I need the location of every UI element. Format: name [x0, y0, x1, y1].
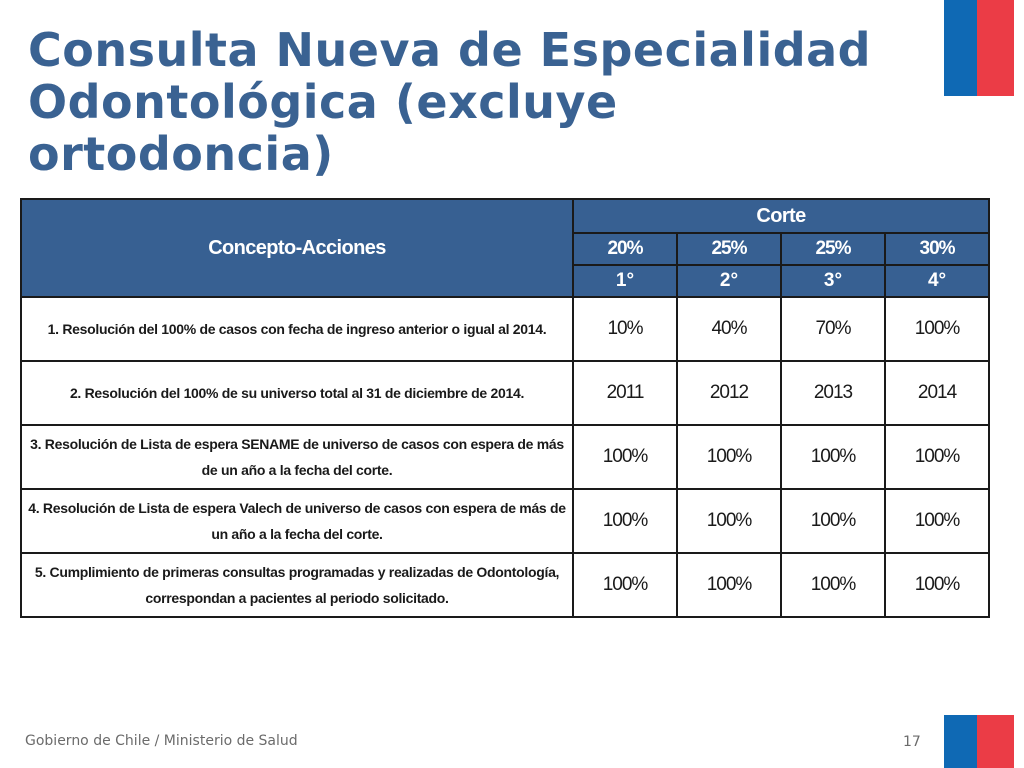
slide-title-line-1: Consulta Nueva de Especialidad: [28, 23, 872, 77]
percent-header: 20%: [572, 232, 678, 266]
cut-number-header: 3°: [780, 264, 886, 298]
flag-red-stripe: [977, 0, 1014, 96]
cut-number-header: 4°: [883, 264, 991, 298]
table-row: 5. Cumplimiento de primeras consultas pr…: [20, 552, 991, 618]
row-value: 2014: [883, 360, 991, 426]
cut-number-header: 2°: [676, 264, 782, 298]
slide-title: Consulta Nueva de Especialidad Odontológ…: [28, 24, 918, 180]
row-value: 100%: [780, 488, 886, 554]
row-value: 100%: [676, 552, 782, 618]
percent-header: 25%: [780, 232, 886, 266]
cut-number-header: 1°: [572, 264, 678, 298]
row-value: 100%: [572, 552, 678, 618]
row-value: 2011: [572, 360, 678, 426]
row-label: 5. Cumplimiento de primeras consultas pr…: [20, 552, 574, 618]
flag-blue-stripe: [944, 0, 977, 96]
flag-decoration-top: [944, 0, 1014, 96]
row-value: 100%: [883, 488, 991, 554]
corte-header: Corte: [571, 198, 991, 234]
row-label: 2. Resolución del 100% de su universo to…: [20, 360, 574, 426]
row-label: 3. Resolución de Lista de espera SENAME …: [20, 424, 574, 490]
row-value: 100%: [676, 424, 782, 490]
row-value: 100%: [676, 488, 782, 554]
row-value: 100%: [780, 552, 886, 618]
cortes-table: Concepto-Acciones Corte 20% 25% 25% 30% …: [20, 198, 991, 618]
row-label: 1. Resolución del 100% de casos con fech…: [20, 296, 574, 362]
row-value: 70%: [780, 296, 886, 362]
table-row: 4. Resolución de Lista de espera Valech …: [20, 488, 991, 554]
percent-header: 30%: [883, 232, 991, 266]
row-value: 2013: [780, 360, 886, 426]
row-value: 40%: [676, 296, 782, 362]
table-row: 2. Resolución del 100% de su universo to…: [20, 360, 991, 426]
flag-blue-stripe: [944, 715, 977, 768]
row-value: 100%: [572, 488, 678, 554]
flag-decoration-bottom: [944, 715, 1014, 768]
footer-text: Gobierno de Chile / Ministerio de Salud: [25, 733, 298, 749]
table-row: 1. Resolución del 100% de casos con fech…: [20, 296, 991, 362]
page-number: 17: [903, 734, 921, 750]
row-value: 100%: [572, 424, 678, 490]
slide-title-line-2: Odontológica (excluye ortodoncia): [28, 75, 618, 181]
row-value: 100%: [883, 552, 991, 618]
flag-red-stripe: [977, 715, 1014, 768]
concept-header: Concepto-Acciones: [20, 198, 574, 298]
percent-header: 25%: [676, 232, 782, 266]
row-value: 10%: [572, 296, 678, 362]
row-value: 100%: [883, 296, 991, 362]
row-value: 2012: [676, 360, 782, 426]
row-value: 100%: [883, 424, 991, 490]
table-row: 3. Resolución de Lista de espera SENAME …: [20, 424, 991, 490]
row-value: 100%: [780, 424, 886, 490]
row-label: 4. Resolución de Lista de espera Valech …: [20, 488, 574, 554]
